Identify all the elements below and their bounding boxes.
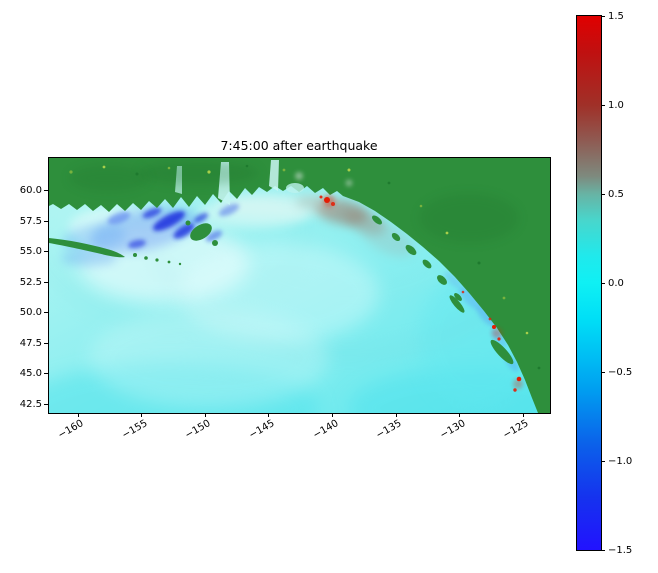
y-tick-label: 60.0 (19, 185, 42, 197)
colorbar-tick-label: 0.5 (608, 188, 624, 200)
colorbar-tick-mark (601, 282, 605, 284)
x-tick-mark (459, 413, 461, 417)
x-tick-mark (204, 413, 206, 417)
y-tick-label: 55.0 (19, 246, 42, 258)
x-tick-label: −140 (310, 418, 341, 442)
x-tick-label: −145 (247, 418, 277, 442)
colorbar-tick-mark (601, 371, 605, 373)
plot-title: 7:45:00 after earthquake (220, 138, 378, 153)
x-tick-mark (141, 413, 143, 417)
land-texture-layer (69, 160, 541, 370)
x-tick-mark (268, 413, 270, 417)
x-tick-mark (332, 413, 334, 417)
x-tick-label: −130 (437, 418, 468, 442)
y-tick-mark (44, 312, 48, 314)
wave-peak-dots (319, 195, 523, 392)
colorbar-tick-mark (601, 193, 605, 195)
x-tick-mark (522, 413, 524, 417)
map-heatmap: −160 −155 −150 −145 −140 −135 −130 −125 60.0 57.5… (20, 157, 551, 441)
y-tick-mark (44, 342, 48, 344)
colorbar-tick-mark (601, 549, 605, 551)
colorbar-tick-label: 0.0 (608, 277, 624, 289)
y-tick-label: 42.5 (19, 398, 42, 410)
colorbar-tick-label: −1.5 (608, 544, 633, 556)
y-tick-mark (44, 251, 48, 253)
y-tick-label: 50.0 (19, 307, 42, 319)
y-tick-mark (44, 190, 48, 192)
map-canvas (49, 158, 550, 413)
x-tick-mark (77, 413, 79, 417)
x-tick-label: −135 (374, 418, 404, 442)
colorbar-gradient (577, 16, 601, 550)
colorbar-tick-mark (601, 104, 605, 106)
colorbar-tick-label: −1.0 (608, 455, 633, 467)
x-tick-label: −155 (120, 418, 150, 442)
y-tick-label: 45.0 (19, 368, 42, 380)
y-tick-mark (44, 403, 48, 405)
vancouver-island (490, 339, 514, 365)
x-tick-mark (395, 413, 397, 417)
y-tick-label: 52.5 (19, 276, 42, 288)
colorbar-tick-label: 1.5 (608, 10, 624, 22)
colorbar-tick-label: −0.5 (608, 366, 633, 378)
y-tick-mark (44, 220, 48, 222)
y-tick-mark (44, 281, 48, 283)
colorbar-tick-label: 1.0 (608, 99, 624, 111)
kodiak-island (190, 223, 212, 241)
haida-gwaii (449, 295, 465, 313)
x-tick-label: −160 (56, 418, 86, 442)
colorbar-tick-mark (601, 460, 605, 462)
alaska-peninsula (49, 238, 125, 258)
x-tick-label: −150 (183, 418, 213, 442)
y-tick-label: 57.5 (19, 215, 42, 227)
x-tick-label: −125 (501, 418, 531, 442)
y-tick-mark (44, 373, 48, 375)
y-tick-label: 47.5 (19, 337, 42, 349)
colorbar-tick-mark (601, 15, 605, 17)
colorbar: 1.5 1.0 0.5 0.0 −0.5 −1.0 −1.5 (576, 11, 632, 556)
